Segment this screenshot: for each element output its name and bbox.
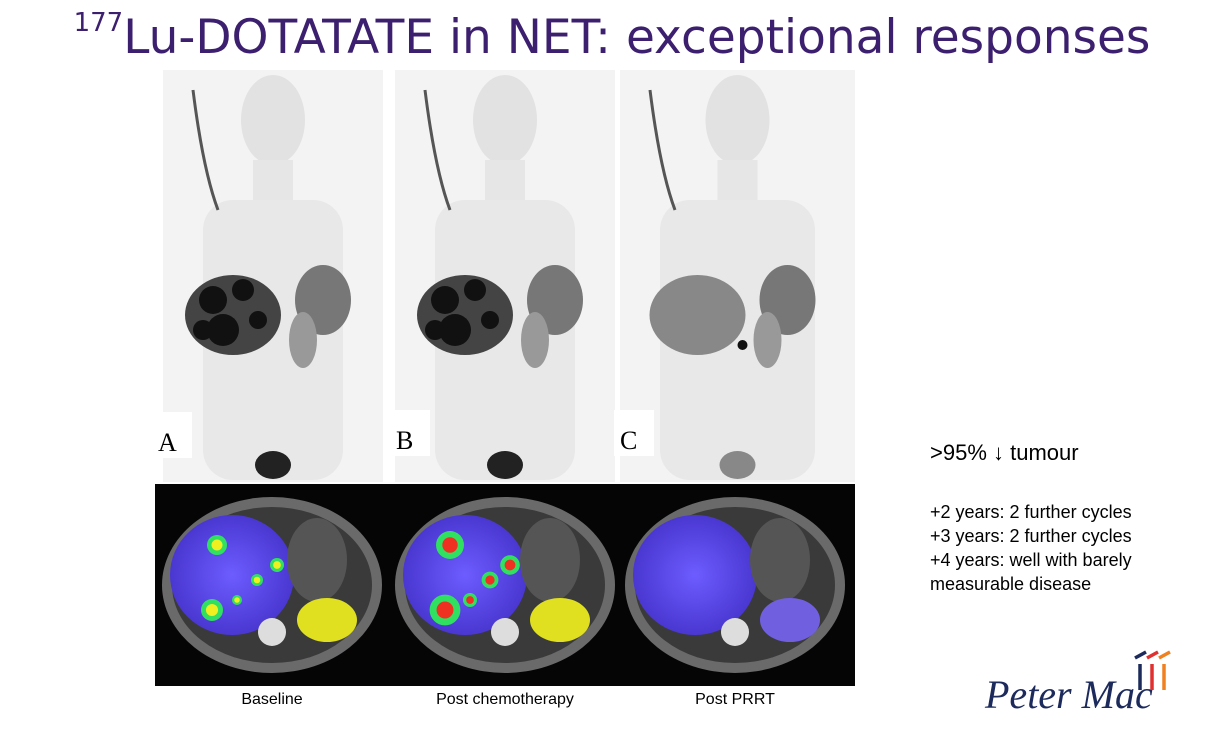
head — [705, 75, 770, 165]
summary: >95% ↓ tumour — [930, 440, 1079, 465]
lesion — [249, 311, 267, 329]
label-box — [390, 410, 430, 456]
ct-image — [625, 497, 845, 673]
lesion — [737, 340, 748, 350]
label-box — [614, 410, 654, 456]
lesion — [425, 320, 445, 340]
ct-liver — [170, 515, 294, 635]
ct-spine — [721, 618, 749, 646]
mip-image: A — [152, 70, 383, 482]
label-box — [152, 412, 192, 458]
ct-stomach — [287, 518, 347, 602]
ct-spine — [258, 618, 286, 646]
ct-liver — [633, 515, 757, 635]
lesion — [232, 279, 254, 301]
ct-lesion-core — [436, 601, 454, 619]
ct-spleen — [297, 598, 357, 642]
notes: +2 years: 2 further cycles +3 years: 2 fu… — [930, 500, 1132, 596]
mip-image: B — [390, 70, 615, 482]
note-line: measurable disease — [930, 574, 1092, 594]
lesion — [207, 314, 239, 346]
liver — [649, 275, 746, 355]
panel-label: A — [158, 428, 177, 457]
logo-mark — [1134, 650, 1147, 690]
ct-image — [395, 497, 615, 673]
caption: Baseline — [241, 691, 302, 708]
ct-lesion-core — [211, 539, 223, 551]
lesion — [439, 314, 471, 346]
logo-mark — [1146, 650, 1159, 690]
arm — [191, 89, 220, 211]
ct-lesion-core — [466, 596, 474, 604]
ct-spine — [491, 618, 519, 646]
ct-spleen — [530, 598, 590, 642]
kidney — [753, 312, 782, 368]
ct-lesion-core — [485, 575, 495, 585]
ct-lesion-core — [504, 559, 516, 571]
note-line: +4 years: well with barely — [930, 550, 1132, 570]
ct-stomach — [750, 518, 810, 602]
ct-lesion-core — [205, 603, 219, 617]
lesion — [193, 320, 213, 340]
torso — [203, 200, 343, 480]
caption: Post PRRT — [695, 691, 775, 708]
lesion — [199, 286, 227, 314]
arm — [423, 89, 452, 211]
torso — [435, 200, 575, 480]
ct-lesion-core — [253, 576, 261, 584]
head — [473, 75, 537, 165]
ct-lesion-core — [234, 597, 240, 603]
bladder — [487, 451, 523, 479]
note-line: +3 years: 2 further cycles — [930, 526, 1132, 546]
arm — [648, 89, 677, 211]
kidney — [521, 312, 549, 368]
lesion — [481, 311, 499, 329]
bladder — [255, 451, 291, 479]
logo-mark — [1158, 650, 1171, 690]
ct-liver — [403, 515, 527, 635]
panel-label: B — [396, 426, 413, 455]
note-line: +2 years: 2 further cycles — [930, 502, 1132, 522]
title-superscript: 177 — [73, 8, 124, 38]
ct-spleen — [760, 598, 820, 642]
lesion — [431, 286, 459, 314]
lesion — [464, 279, 486, 301]
mip-image: C — [614, 70, 855, 482]
caption: Post chemotherapy — [436, 691, 574, 708]
ct-lesion-core — [273, 561, 281, 569]
title-text: Lu-DOTATATE in NET: exceptional response… — [123, 10, 1151, 65]
bladder — [719, 451, 756, 479]
slide-title: 177Lu-DOTATATE in NET: exceptional respo… — [0, 8, 1224, 65]
kidney — [289, 312, 317, 368]
head — [241, 75, 305, 165]
ct-image — [162, 497, 382, 673]
panel-label: C — [620, 426, 637, 455]
logo: Peter Mac — [984, 672, 1153, 717]
ct-lesion-core — [442, 537, 458, 553]
ct-stomach — [520, 518, 580, 602]
